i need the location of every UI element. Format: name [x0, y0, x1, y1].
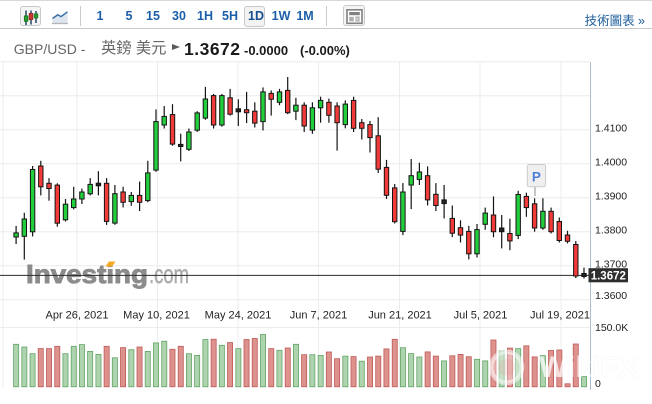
- svg-text:1.3672: 1.3672: [591, 270, 626, 282]
- svg-text:Jun 21, 2021: Jun 21, 2021: [368, 309, 432, 321]
- svg-text:.com: .com: [149, 259, 189, 289]
- svg-text:0: 0: [595, 378, 601, 390]
- svg-text:May 10, 2021: May 10, 2021: [123, 309, 190, 321]
- svg-text:1.3700: 1.3700: [595, 259, 627, 271]
- svg-text:Apr 26, 2021: Apr 26, 2021: [46, 309, 109, 321]
- svg-text:Investing: Investing: [26, 259, 148, 289]
- svg-text:1.3800: 1.3800: [595, 225, 627, 237]
- svg-text:1.4100: 1.4100: [595, 123, 627, 135]
- svg-text:WikiFX: WikiFX: [539, 351, 639, 384]
- svg-text:Jul 5, 2021: Jul 5, 2021: [454, 309, 508, 321]
- svg-text:Jun 7, 2021: Jun 7, 2021: [290, 309, 348, 321]
- svg-text:P: P: [532, 170, 541, 185]
- svg-text:1.4000: 1.4000: [595, 157, 627, 169]
- svg-text:Jul 19, 2021: Jul 19, 2021: [530, 309, 590, 321]
- svg-text:150.0K: 150.0K: [595, 322, 628, 334]
- svg-text:1.3900: 1.3900: [595, 191, 627, 203]
- svg-text:1.3600: 1.3600: [595, 290, 627, 302]
- svg-text:May 24, 2021: May 24, 2021: [205, 309, 272, 321]
